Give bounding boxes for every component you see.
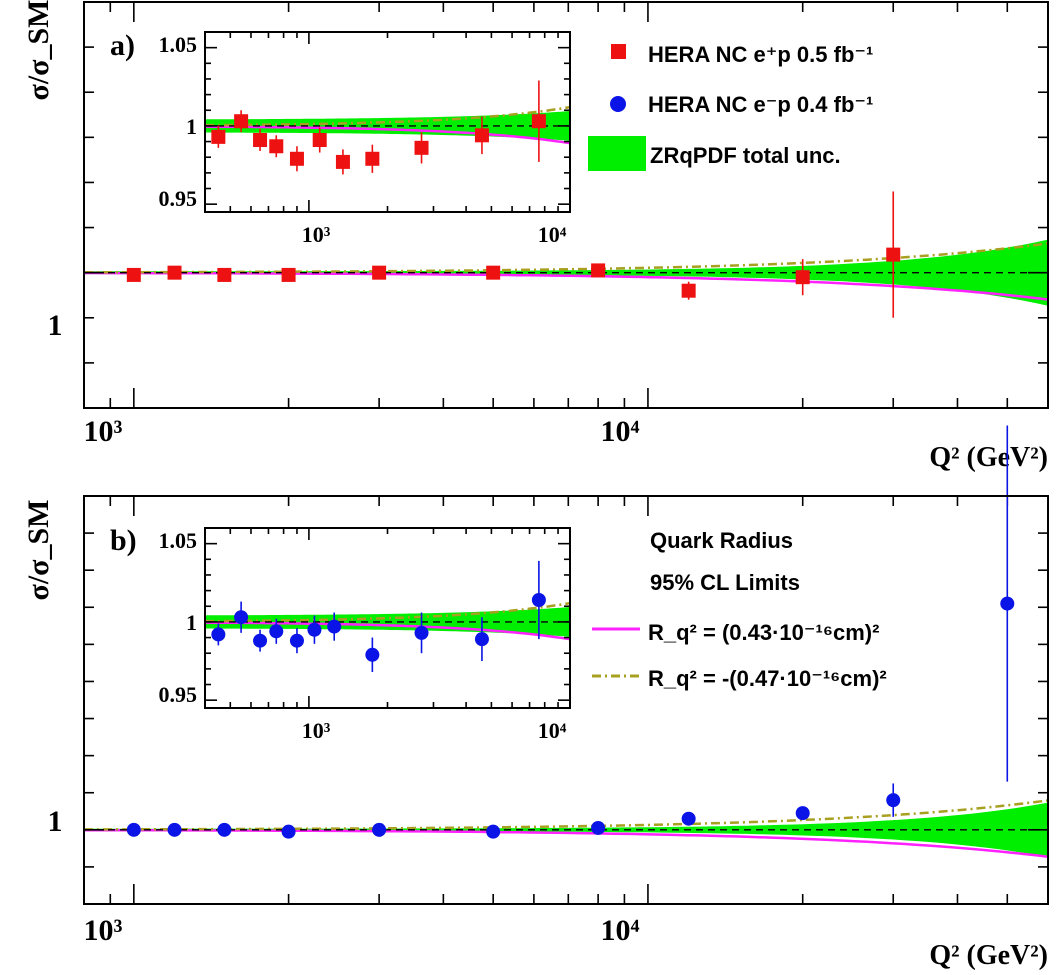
- panel-a-inset-ep-data-point: [211, 129, 226, 144]
- panel-a-inset-ep-data-point: [269, 139, 284, 154]
- panel-b-inset-ytick-1.05: 1.05: [159, 528, 198, 553]
- panel-b-em-data-point: [795, 806, 810, 821]
- panel-a-inset-curves: [204, 105, 571, 145]
- panel-b-inset-em-data-point: [531, 593, 546, 607]
- panel-b-inset-em-data-point: [365, 647, 380, 662]
- panel-b-data-points: [126, 425, 1015, 839]
- panel-a-inset-ep-data-point: [335, 154, 350, 169]
- panel-a-rq-positive-curve: [84, 271, 1049, 301]
- panel-a-inset-ep-data-point: [253, 133, 268, 147]
- panel-b-inset-em-data-point: [253, 633, 268, 648]
- panel-a-inset-xtick-10e4: 10⁴: [538, 222, 567, 247]
- panel-b-inset-em-data-point: [211, 627, 226, 642]
- panel-a-inset-ep-data-point: [234, 114, 249, 129]
- panel-a-ep-data-point: [591, 263, 606, 278]
- panel-b-inset-rq-positive-curve: [205, 621, 571, 641]
- panel-a-xlabel: Q² (GeV²): [929, 442, 1048, 473]
- panel-b-inset-em-data-point: [414, 625, 429, 640]
- panel-a-inset-points: [211, 80, 546, 175]
- panel-b-inset-em-data-point: [234, 610, 249, 625]
- panel-b-em-data-point: [167, 822, 182, 837]
- panel-b-model-curves: [84, 799, 1049, 858]
- panel-b-em-data-point: [886, 793, 901, 808]
- panel-a-inset-frame: [204, 31, 571, 213]
- panel-b-label: b): [110, 524, 137, 557]
- panel-b-em-data-point: [372, 822, 387, 837]
- legend-quark-radius-title: Quark Radius: [650, 528, 793, 553]
- panel-b-ytick-1: 1: [48, 805, 63, 838]
- panel-a-ep-data-point: [281, 267, 296, 282]
- panel-b-inset-ytick-0.95: 0.95: [159, 682, 198, 707]
- panel-a-ep-data-point: [217, 267, 232, 282]
- panel-a-inset-ep-data-point: [365, 151, 380, 166]
- panel-b-em-data-point: [281, 824, 296, 839]
- legend-ep-label: HERA NC e⁺p 0.5 fb⁻¹: [648, 42, 873, 67]
- panel-b-xtick-10e4: 10⁴: [601, 914, 640, 947]
- panel-a-inset-ep-data-point: [414, 140, 429, 155]
- panel-b-inset-curves: [204, 601, 571, 641]
- panel-b-frame: [83, 495, 1049, 905]
- panel-b-rq-negative-curve: [84, 799, 1049, 831]
- panel-a-xtick-10e4: 10⁴: [601, 415, 640, 448]
- legend-rq-negative-label: R_q² = -(0.47·10⁻¹⁶cm)²: [648, 666, 887, 691]
- panel-b-inset-rq-negative-curve: [204, 601, 571, 623]
- panel-b-inset-frame: [204, 527, 571, 709]
- panel-a-inset-rq-negative-curve: [204, 105, 571, 127]
- panel-b-inset-xtick-10e3: 10³: [302, 718, 331, 743]
- legend-cl-limits-title: 95% CL Limits: [650, 570, 800, 595]
- panel-b-em-data-point: [486, 824, 501, 839]
- panel-b-em-data-point: [681, 811, 696, 826]
- panel-b-em-data-point: [217, 822, 232, 837]
- panel-a-axis-ticks: [83, 2, 1049, 408]
- panel-a-ep-data-point: [795, 270, 810, 285]
- panel-b-inset-ytick-1: 1: [186, 610, 197, 635]
- panel-a-ytick-1: 1: [48, 309, 63, 342]
- panel-a-ep-data-point: [167, 265, 182, 280]
- panel-b-inset-em-data-point: [307, 622, 322, 637]
- panel-a-ep-data-point: [372, 265, 387, 280]
- panel-b-ylabel: σ/σ_SM: [22, 500, 55, 601]
- panel-a-inset-rq-positive-curve: [205, 125, 571, 145]
- panel-a-data-points: [126, 191, 901, 318]
- panel-a-frame: [83, 1, 1049, 409]
- panel-a: 1 10³ 10⁴ Q² (GeV²) σ/σ_SM a) 1.05 1 0.9…: [22, 0, 1049, 473]
- legend-band-label: ZRqPDF total unc.: [650, 143, 841, 168]
- panel-b: 1 10³ 10⁴ Q² (GeV²) σ/σ_SM b) 1.05 1 0.9…: [22, 425, 1049, 971]
- panel-a-inset-ep-data-point: [531, 114, 546, 129]
- panel-b-em-data-point: [1000, 596, 1015, 611]
- panel-b-em-data-point: [591, 820, 606, 835]
- panel-b-xtick-10e3: 10³: [84, 914, 123, 947]
- panel-a-ep-data-point: [886, 247, 901, 262]
- panel-a-xtick-10e3: 10³: [84, 415, 123, 448]
- legend-band-swatch: [588, 136, 646, 171]
- panel-a-ep-data-point: [681, 283, 696, 298]
- panel-a-inset-ep-data-point: [289, 151, 304, 166]
- panel-a-inset-xtick-10e3: 10³: [302, 222, 331, 247]
- panel-b-inset-em-data-point: [289, 633, 304, 648]
- panel-a-inset-ytick-1.05: 1.05: [159, 32, 198, 57]
- panel-b-em-data-point: [126, 822, 141, 837]
- panel-a-inset-ep-data-point: [312, 133, 327, 147]
- panel-b-inset-em-data-point: [269, 624, 284, 639]
- panel-a-inset-ytick-1: 1: [186, 114, 197, 139]
- panel-a-inset-ep-data-point: [474, 128, 489, 143]
- legend-em-label: HERA NC e⁻p 0.4 fb⁻¹: [648, 92, 873, 117]
- panel-a-inset-ytick-0.95: 0.95: [159, 186, 198, 211]
- panel-a-ep-data-point: [126, 267, 141, 282]
- panel-b-xlabel: Q² (GeV²): [929, 940, 1048, 971]
- panel-a-label: a): [110, 29, 135, 62]
- panel-b-inset-em-data-point: [474, 632, 489, 647]
- panel-a-ylabel: σ/σ_SM: [22, 0, 55, 100]
- panel-b-rq-positive-curve: [84, 828, 1049, 858]
- panel-b-inset-xtick-10e4: 10⁴: [538, 718, 567, 743]
- legend-rq-positive-label: R_q² = (0.43·10⁻¹⁶cm)²: [648, 620, 879, 645]
- panel-a-ep-data-point: [486, 265, 501, 280]
- panel-b-inset-em-data-point: [327, 619, 342, 634]
- legend-circle-marker: [610, 96, 626, 112]
- legend-square-marker: [611, 44, 626, 59]
- panel-b-inset-points: [211, 560, 546, 672]
